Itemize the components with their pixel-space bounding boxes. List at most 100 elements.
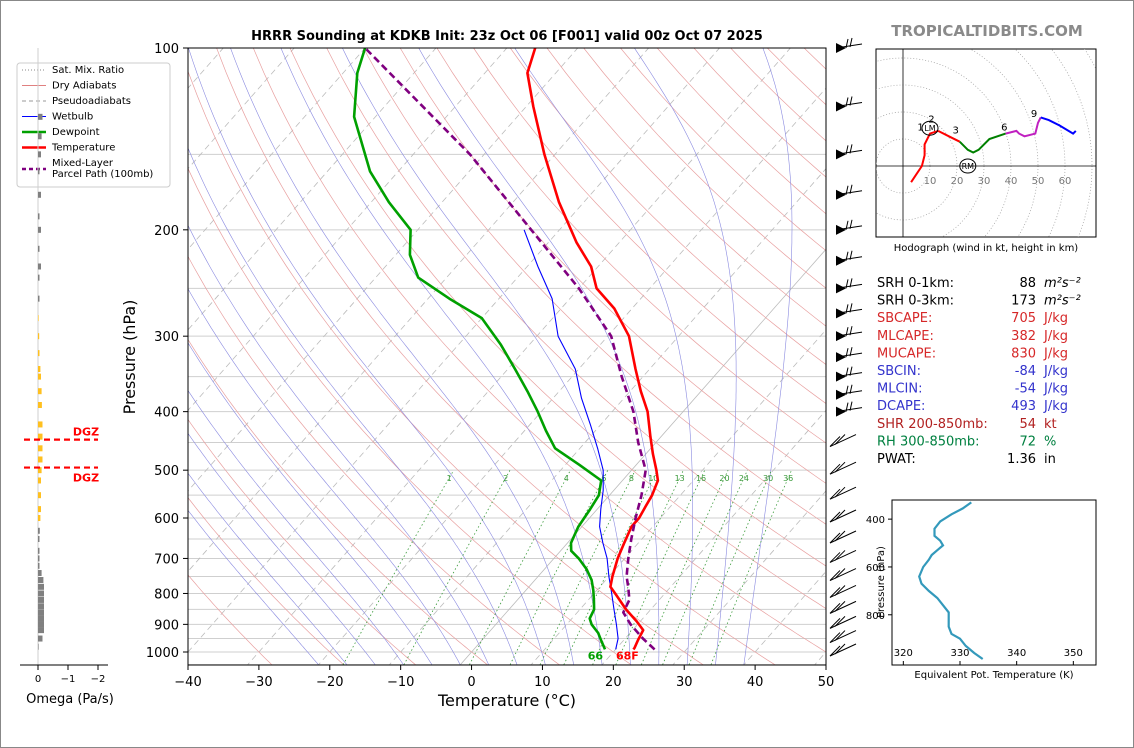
hodograph-trace <box>910 129 939 183</box>
theta-e-x-label: Equivalent Pot. Temperature (K) <box>914 670 1073 681</box>
x-tick-label: 50 <box>818 675 835 690</box>
omega-bar <box>38 191 41 198</box>
moist-adiabat <box>188 288 461 665</box>
isotherm-line <box>188 48 508 411</box>
hodograph-trace <box>1040 116 1077 135</box>
hodograph-ring-label: 20 <box>951 176 964 187</box>
x-tick-label: 20 <box>605 675 622 690</box>
index-value: 493 <box>1011 399 1036 414</box>
hodograph-panel: 10 20 30 40 50 60 12 3 6 9 LM RM <box>875 48 1097 238</box>
legend-label: Parcel Path (100mb) <box>52 169 153 180</box>
dry-adiabat <box>399 48 826 484</box>
theta-e-y-tick-label: 800 <box>866 611 885 622</box>
index-value: 88 <box>1019 276 1036 291</box>
index-unit: J/kg <box>1043 364 1068 379</box>
parcel-path-line <box>364 48 656 651</box>
theta-e-y-tick-label: 400 <box>866 515 885 526</box>
theta-e-y-tick-label: 600 <box>866 563 885 574</box>
surface-dewpoint-label: 66 <box>588 649 604 662</box>
barb-feather <box>834 585 846 596</box>
surface-temp-label: 68F <box>616 649 639 662</box>
moist-adiabat <box>188 509 319 665</box>
index-label: DCAPE: <box>877 399 925 414</box>
dgz-label: DGZ <box>73 426 99 439</box>
barb-staff <box>829 549 857 563</box>
theta-e-x-tick-label: 320 <box>894 648 913 659</box>
moist-adiabat <box>188 390 404 665</box>
theta-e-x-tick-label: 330 <box>950 648 969 659</box>
skewt-background-lines: 1 2 4 6 8 10 13 16 20 24 30 36 <box>188 48 826 665</box>
index-unit: m²s⁻² <box>1044 276 1081 291</box>
barb-feather <box>829 618 841 629</box>
temperature-line <box>526 48 660 651</box>
barb-feather <box>829 552 841 563</box>
omega-bar <box>38 547 40 554</box>
index-value: -84 <box>1015 364 1036 379</box>
barb-feather <box>849 278 853 288</box>
index-value: 173 <box>1011 294 1036 309</box>
barb-feather <box>849 347 853 357</box>
isotherm-line <box>317 87 826 665</box>
barb-feather <box>834 550 846 561</box>
dry-adiabat <box>510 48 826 365</box>
barb-feather <box>849 144 853 154</box>
index-value: 1.36 <box>1007 452 1036 467</box>
omega-bar <box>38 615 44 622</box>
dry-adiabat <box>188 70 705 665</box>
omega-bar <box>38 635 43 642</box>
x-tick-label: −30 <box>245 675 272 690</box>
index-unit: m²s⁻² <box>1044 294 1081 309</box>
skewt-ticks: −40 −30 −20 −10 0 10 20 30 40 50 100 200 300 400 500 60… <box>146 42 834 690</box>
isotherm-line <box>246 48 791 665</box>
wind-barb <box>835 250 863 266</box>
hodograph-ring-label: 10 <box>924 176 937 187</box>
omega-bar <box>38 492 41 499</box>
omega-x-label: Omega (Pa/s) <box>26 692 114 707</box>
omega-bar <box>38 295 40 302</box>
omega-bar <box>38 333 40 340</box>
moist-adiabat <box>280 48 603 665</box>
legend-box <box>16 62 171 188</box>
theta-e-y-label: Pressure (hPa) <box>876 546 887 618</box>
barb-feather <box>845 38 849 49</box>
index-label: SRH 0-3km: <box>877 294 954 309</box>
index-label: PWAT: <box>877 452 916 467</box>
index-unit: J/kg <box>1043 329 1068 344</box>
barb-feather <box>845 385 849 395</box>
index-value: 382 <box>1011 329 1036 344</box>
barb-flag <box>836 224 846 235</box>
mixing-ratio-line <box>469 470 571 665</box>
mixing-ratio-label: 1 <box>447 474 452 483</box>
dry-adiabat <box>546 48 826 327</box>
theta-e-x-tick-label: 340 <box>1007 648 1026 659</box>
wind-barb <box>829 585 857 598</box>
omega-bar <box>38 274 40 281</box>
theta-e-panel: 320 330 340 350 400 600 800 <box>866 499 1097 666</box>
y-tick-label: 400 <box>154 406 179 421</box>
barb-feather <box>845 251 849 261</box>
wind-barb <box>829 643 857 657</box>
isotherm-line <box>388 168 826 665</box>
omega-bar <box>38 366 41 373</box>
index-unit: J/kg <box>1043 311 1068 326</box>
wind-barb <box>835 219 863 235</box>
barb-feather <box>849 384 853 394</box>
wind-barb <box>829 615 857 629</box>
wind-barb <box>835 303 863 319</box>
x-tick-label: 0 <box>467 675 475 690</box>
omega-bar <box>38 515 41 522</box>
y-tick-label: 900 <box>154 618 179 633</box>
barb-flag <box>836 352 846 363</box>
barb-feather <box>829 488 841 500</box>
hodograph-ring-label: 40 <box>1005 176 1018 187</box>
y-tick-label: 300 <box>154 330 179 345</box>
dry-adiabat <box>188 497 345 665</box>
index-label: MUCAPE: <box>877 346 936 361</box>
barb-feather <box>845 304 849 314</box>
legend-label: Wetbulb <box>52 112 93 123</box>
omega-bar <box>38 527 40 534</box>
moist-adiabat <box>514 48 693 665</box>
wind-barb <box>829 509 857 523</box>
barb-flag <box>836 255 846 266</box>
